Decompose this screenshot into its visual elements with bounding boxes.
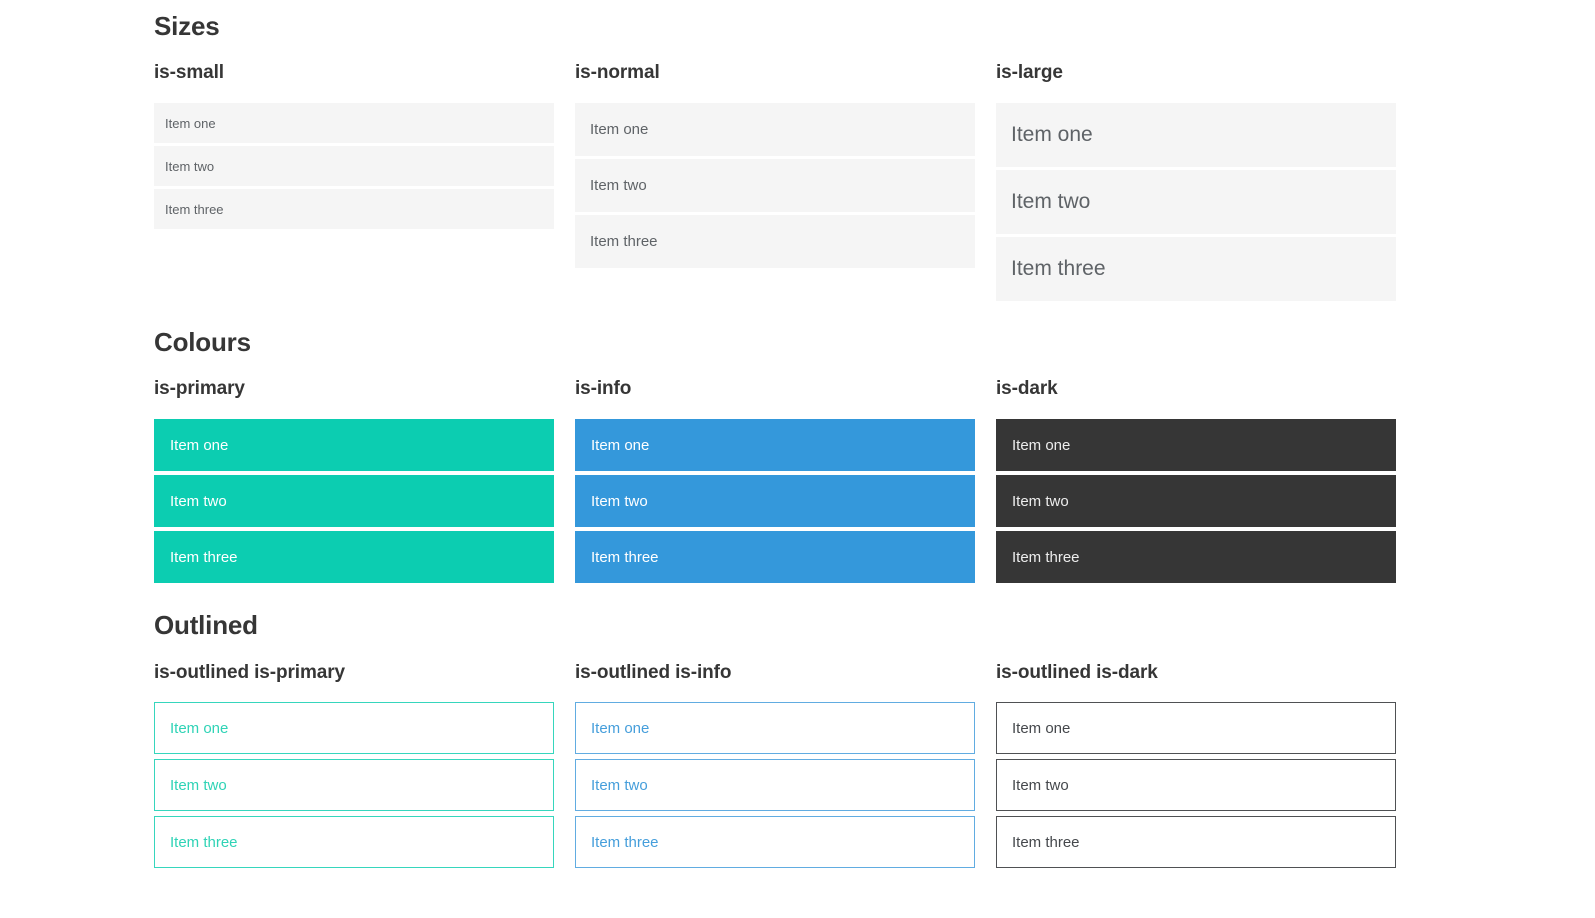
list-item[interactable]: Item three [575, 215, 975, 269]
group-is-outlined-is-primary: is-outlined is-primary Item one Item two… [154, 662, 554, 874]
list-item-label: Item three [165, 201, 224, 217]
list-item-label: Item two [590, 177, 647, 195]
list-item-label: Item two [1011, 190, 1091, 214]
group-label-is-dark: is-dark [996, 378, 1058, 400]
list-item[interactable]: Item two [154, 475, 554, 528]
list-item-label: Item three [591, 833, 659, 851]
list-item[interactable]: Item one [996, 419, 1396, 472]
list-item-label: Item two [591, 492, 648, 510]
list-item[interactable]: Item three [154, 816, 554, 869]
section-title-outlined: Outlined [154, 610, 258, 641]
list-item-label: Item two [170, 776, 227, 794]
list-item-label: Item two [1012, 776, 1069, 794]
section-title-sizes: Sizes [154, 11, 220, 41]
styleguide-page: Sizes is-small Item one Item two Item th… [154, 11, 1396, 874]
list-item-label: Item two [1012, 492, 1069, 510]
list-item[interactable]: Item three [996, 237, 1396, 302]
list-item-label: Item one [170, 719, 229, 737]
item-list-outlined-info: Item one Item two Item three [575, 702, 975, 869]
colours-groups: is-primary Item one Item two Item three … [154, 378, 1396, 587]
list-item-label: Item three [590, 233, 658, 251]
outlined-groups: is-outlined is-primary Item one Item two… [154, 662, 1396, 874]
section-colours: Colours is-primary Item one Item two Ite… [154, 327, 1396, 587]
list-item[interactable]: Item two [575, 759, 975, 812]
group-label-is-primary: is-primary [154, 378, 245, 400]
section-sizes: Sizes is-small Item one Item two Item th… [154, 11, 1396, 304]
group-is-primary: is-primary Item one Item two Item three [154, 378, 554, 587]
item-list-large: Item one Item two Item three [996, 103, 1396, 302]
list-item-label: Item two [591, 776, 648, 794]
item-list-info: Item one Item two Item three [575, 419, 975, 584]
list-item[interactable]: Item three [996, 816, 1396, 869]
list-item[interactable]: Item three [154, 189, 554, 230]
item-list-primary: Item one Item two Item three [154, 419, 554, 584]
item-list-normal: Item one Item two Item three [575, 103, 975, 269]
group-is-large: is-large Item one Item two Item three [996, 62, 1396, 304]
section-outlined: Outlined is-outlined is-primary Item one… [154, 610, 1396, 874]
list-item-label: Item three [170, 548, 238, 566]
list-item[interactable]: Item one [996, 702, 1396, 755]
list-item-label: Item three [1012, 548, 1080, 566]
list-item[interactable]: Item three [996, 531, 1396, 584]
list-item-label: Item two [170, 492, 227, 510]
group-label-is-normal: is-normal [575, 62, 660, 84]
item-list-small: Item one Item two Item three [154, 103, 554, 230]
list-item[interactable]: Item two [154, 759, 554, 812]
list-item[interactable]: Item one [575, 103, 975, 157]
list-item[interactable]: Item one [575, 702, 975, 755]
list-item[interactable]: Item three [575, 531, 975, 584]
list-item[interactable]: Item one [154, 419, 554, 472]
group-label-is-outlined-is-primary: is-outlined is-primary [154, 661, 346, 683]
list-item-label: Item one [591, 436, 650, 454]
section-title-colours: Colours [154, 327, 251, 358]
list-item-label: Item two [165, 158, 215, 174]
list-item-label: Item one [1012, 436, 1071, 454]
list-item-label: Item one [591, 719, 650, 737]
list-item[interactable]: Item one [154, 103, 554, 144]
list-item[interactable]: Item one [154, 702, 554, 755]
group-is-small: is-small Item one Item two Item three [154, 62, 554, 232]
list-item-label: Item one [165, 115, 216, 131]
group-is-outlined-is-info: is-outlined is-info Item one Item two It… [575, 662, 975, 874]
list-item[interactable]: Item one [575, 419, 975, 472]
list-item[interactable]: Item two [154, 146, 554, 187]
item-list-dark: Item one Item two Item three [996, 419, 1396, 584]
item-list-outlined-dark: Item one Item two Item three [996, 702, 1396, 869]
list-item-label: Item one [590, 121, 649, 139]
item-list-outlined-primary: Item one Item two Item three [154, 702, 554, 869]
list-item-label: Item three [1011, 257, 1106, 281]
group-label-is-outlined-is-info: is-outlined is-info [575, 661, 732, 683]
list-item[interactable]: Item three [575, 816, 975, 869]
list-item-label: Item three [591, 548, 659, 566]
group-is-dark: is-dark Item one Item two Item three [996, 378, 1396, 587]
list-item[interactable]: Item two [575, 475, 975, 528]
list-item[interactable]: Item three [154, 531, 554, 584]
list-item[interactable]: Item two [996, 475, 1396, 528]
group-is-normal: is-normal Item one Item two Item three [575, 62, 975, 271]
list-item-label: Item one [1011, 123, 1093, 147]
list-item[interactable]: Item two [996, 759, 1396, 812]
list-item-label: Item three [170, 833, 238, 851]
group-label-is-large: is-large [996, 62, 1063, 84]
group-label-is-outlined-is-dark: is-outlined is-dark [996, 661, 1158, 683]
group-is-outlined-is-dark: is-outlined is-dark Item one Item two It… [996, 662, 1396, 874]
list-item-label: Item one [170, 436, 229, 454]
group-label-is-info: is-info [575, 378, 632, 400]
list-item[interactable]: Item one [996, 103, 1396, 168]
list-item-label: Item three [1012, 833, 1080, 851]
list-item[interactable]: Item two [996, 170, 1396, 235]
sizes-groups: is-small Item one Item two Item three is… [154, 62, 1396, 304]
group-label-is-small: is-small [154, 62, 224, 84]
list-item-label: Item one [1012, 719, 1071, 737]
group-is-info: is-info Item one Item two Item three [575, 378, 975, 587]
list-item[interactable]: Item two [575, 159, 975, 213]
